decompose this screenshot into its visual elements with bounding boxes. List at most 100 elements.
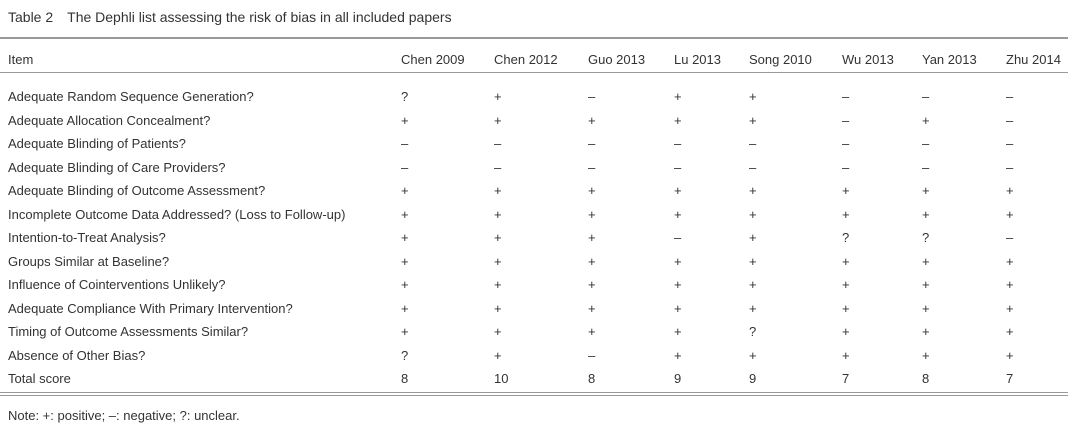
cell: + xyxy=(494,206,502,222)
cell: + xyxy=(1006,183,1014,198)
cell: + xyxy=(674,112,682,128)
row-label: Influence of Cointerventions Unlikely? xyxy=(8,277,226,292)
row-label: Adequate Blinding of Outcome Assessment? xyxy=(8,183,266,198)
table-note: Note: +: positive; –: negative; ?: uncle… xyxy=(8,408,240,423)
cell: – xyxy=(922,159,930,175)
cell: + xyxy=(749,300,757,316)
row-label: Intention-to-Treat Analysis? xyxy=(8,230,166,245)
column-header: Lu 2013 xyxy=(674,52,721,67)
column-header: Item xyxy=(8,52,34,67)
cell: + xyxy=(749,347,757,363)
cell: + xyxy=(1006,277,1014,292)
cell: + xyxy=(1006,324,1014,339)
cell: + xyxy=(401,183,409,198)
cell: + xyxy=(401,300,409,316)
cell: + xyxy=(842,324,850,339)
cell: ? xyxy=(401,347,409,363)
column-header: Chen 2012 xyxy=(494,52,558,67)
column-header: Song 2010 xyxy=(749,52,812,67)
cell: – xyxy=(1006,112,1014,128)
row-label: Total score xyxy=(8,371,71,386)
row-label: Adequate Allocation Concealment? xyxy=(8,112,211,128)
cell: + xyxy=(494,183,502,198)
row-label: Adequate Blinding of Patients? xyxy=(8,136,186,151)
cell: + xyxy=(749,230,757,245)
cell: – xyxy=(401,136,409,151)
cell: + xyxy=(922,300,930,316)
cell: – xyxy=(842,159,850,175)
cell: – xyxy=(674,136,682,151)
cell: + xyxy=(401,112,409,128)
cell: + xyxy=(674,347,682,363)
cell: – xyxy=(749,136,757,151)
cell: + xyxy=(842,206,850,222)
column-header: Zhu 2014 xyxy=(1006,52,1061,67)
row-label: Timing of Outcome Assessments Similar? xyxy=(8,324,249,339)
cell: + xyxy=(1006,300,1014,316)
cell: + xyxy=(494,277,502,292)
cell: – xyxy=(674,230,682,245)
cell: 8 xyxy=(922,371,930,386)
cell: – xyxy=(588,136,596,151)
header-rule xyxy=(0,72,1068,73)
row-label: Absence of Other Bias? xyxy=(8,347,146,363)
cell: + xyxy=(749,89,757,104)
row-label: Adequate Compliance With Primary Interve… xyxy=(8,300,293,316)
cell: ? xyxy=(922,230,930,245)
cell: + xyxy=(401,253,409,269)
bottom-rule xyxy=(0,392,1068,393)
cell: + xyxy=(588,253,596,269)
cell: + xyxy=(749,112,757,128)
cell: + xyxy=(588,324,596,339)
cell: – xyxy=(842,112,850,128)
bottom-rule xyxy=(0,395,1068,396)
cell: + xyxy=(401,230,409,245)
cell: + xyxy=(842,347,850,363)
cell: + xyxy=(494,230,502,245)
cell: + xyxy=(922,206,930,222)
cell: 8 xyxy=(401,371,409,386)
cell: + xyxy=(674,300,682,316)
cell: + xyxy=(1006,347,1014,363)
cell: – xyxy=(842,89,850,104)
cell: – xyxy=(1006,159,1014,175)
cell: ? xyxy=(842,230,850,245)
cell: + xyxy=(588,112,596,128)
cell: – xyxy=(494,136,502,151)
cell: + xyxy=(588,300,596,316)
cell: + xyxy=(674,253,682,269)
cell: – xyxy=(1006,136,1014,151)
column-header: Yan 2013 xyxy=(922,52,977,67)
cell: + xyxy=(674,277,682,292)
cell: + xyxy=(674,206,682,222)
row-label: Adequate Random Sequence Generation? xyxy=(8,89,254,104)
cell: + xyxy=(401,324,409,339)
cell: + xyxy=(494,324,502,339)
table-title: Table 2 The Dephli list assessing the ri… xyxy=(8,9,452,25)
cell: + xyxy=(494,89,502,104)
cell: + xyxy=(494,347,502,363)
cell: + xyxy=(842,253,850,269)
cell: + xyxy=(674,183,682,198)
cell: + xyxy=(674,324,682,339)
cell: – xyxy=(842,136,850,151)
cell: – xyxy=(1006,230,1014,245)
cell: + xyxy=(922,112,930,128)
cell: + xyxy=(494,253,502,269)
cell: + xyxy=(1006,253,1014,269)
cell: – xyxy=(401,159,409,175)
column-header: Wu 2013 xyxy=(842,52,894,67)
cell: + xyxy=(922,253,930,269)
cell: – xyxy=(588,159,596,175)
cell: + xyxy=(749,183,757,198)
cell: + xyxy=(922,277,930,292)
cell: + xyxy=(749,253,757,269)
cell: + xyxy=(922,324,930,339)
row-label: Groups Similar at Baseline? xyxy=(8,253,170,269)
cell: 7 xyxy=(1006,371,1014,386)
column-header: Chen 2009 xyxy=(401,52,465,67)
cell: + xyxy=(749,206,757,222)
column-header: Guo 2013 xyxy=(588,52,646,67)
cell: + xyxy=(401,277,409,292)
